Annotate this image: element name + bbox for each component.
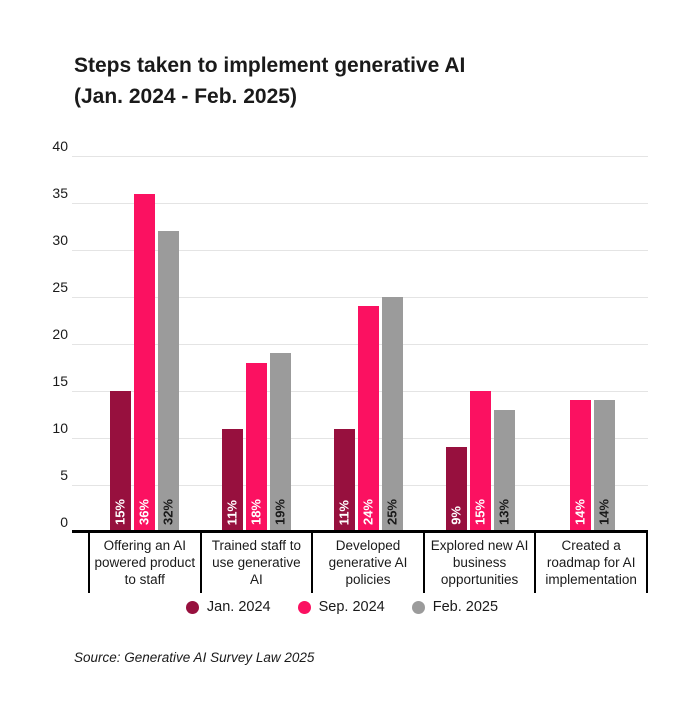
y-tick-label: 5 [60,467,68,483]
bar: 14% [569,400,591,532]
bar: 13% [493,409,515,532]
bar: 11% [221,428,243,532]
source-note: Source: Generative AI Survey Law 2025 [74,650,315,665]
category-label: Offering an AI powered product to staff [88,533,200,593]
legend-label: Jan. 2024 [206,599,271,615]
bar-value-label: 18% [248,498,264,525]
gridline [72,203,648,204]
legend: Jan. 2024 Sep. 2024 Feb. 2025 [0,599,684,615]
y-tick-label: 20 [52,326,68,342]
bar-value-label: 11% [224,499,240,525]
bar-value-label: 14% [596,498,612,525]
bar: 19% [269,353,291,532]
bar: 36% [133,193,155,532]
y-tick-label: 10 [52,420,68,436]
bar-value-label: 9% [448,506,464,525]
legend-item: Sep. 2024 [297,599,385,615]
category-label: Explored new AI business opportunities [422,533,535,593]
x-axis-line [72,530,648,533]
y-axis: 0 5 10 15 20 25 30 35 40 [30,138,68,532]
bar-value-label: 11% [336,499,352,525]
category-label: Trained staff to use generative AI [199,533,312,593]
bar-value-label: 25% [384,498,400,525]
legend-dot-icon [297,600,311,614]
bar: 9% [445,447,467,532]
legend-item: Feb. 2025 [411,599,499,615]
category-label: Created a roadmap for AI implementation [534,533,648,593]
gridline [72,156,648,157]
title-block: Steps taken to implement generative AI (… [74,50,465,112]
category-label-text: Created a roadmap for AI implementation [545,538,637,587]
bar-value-label: 14% [572,498,588,525]
legend-item: Jan. 2024 [185,599,271,615]
category-label-text: Explored new AI business opportunities [430,538,529,587]
legend-label: Feb. 2025 [432,599,499,615]
category-label-text: Developed generative AI policies [328,538,408,587]
bar: 14% [593,400,615,532]
plot-area: 15% 36% 32% 11% 18% 19% 11% 24% 25% 9% 15% 13% 14% 14… [88,156,648,532]
bar: 25% [381,297,403,532]
bar-value-label: 15% [112,498,128,525]
bar: 32% [157,231,179,532]
legend-dot-icon [185,600,199,614]
y-tick-label: 15 [52,373,68,389]
bar: 24% [357,306,379,532]
chart-title: Steps taken to implement generative AI [74,54,466,77]
y-tick-label: 40 [52,138,68,154]
y-tick-label: 0 [60,514,68,530]
gridline [72,250,648,251]
bar-value-label: 32% [160,498,176,525]
y-tick-label: 30 [52,232,68,248]
bar-value-label: 36% [136,498,152,525]
bar: 15% [109,391,131,532]
bar: 18% [245,362,267,532]
category-label: Developed generative AI policies [311,533,423,593]
bar-value-label: 13% [496,498,512,525]
x-axis-category-labels: Offering an AI powered product to staff T… [88,533,648,593]
legend-label: Sep. 2024 [318,599,385,615]
bar-value-label: 15% [472,498,488,525]
bar: 15% [469,391,491,532]
category-label-text: Trained staff to use generative AI [211,538,302,587]
chart-subtitle: (Jan. 2024 - Feb. 2025) [74,85,297,108]
bar-value-label: 24% [360,498,376,525]
category-label-text: Offering an AI powered product to staff [94,538,196,587]
y-tick-label: 25 [52,279,68,295]
y-tick-label: 35 [52,185,68,201]
gridline [72,297,648,298]
bar-value-label: 19% [272,498,288,525]
bar: 11% [333,428,355,532]
legend-dot-icon [411,600,425,614]
